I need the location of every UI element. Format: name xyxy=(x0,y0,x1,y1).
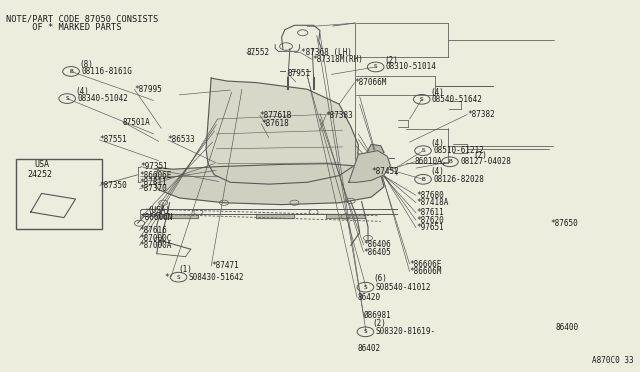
Text: *87382: *87382 xyxy=(467,110,495,119)
Text: 08116-8161G: 08116-8161G xyxy=(81,67,132,76)
Text: 87501A: 87501A xyxy=(123,118,150,126)
Text: (8): (8) xyxy=(79,60,93,69)
Text: *97651: *97651 xyxy=(416,223,444,232)
Text: B: B xyxy=(448,159,452,164)
Polygon shape xyxy=(256,214,294,218)
Text: USA: USA xyxy=(34,160,49,169)
Text: (2): (2) xyxy=(384,56,398,65)
Text: *87680: *87680 xyxy=(416,191,444,200)
Text: 86402: 86402 xyxy=(357,344,380,353)
Text: *86606M: *86606M xyxy=(410,267,442,276)
Text: (4): (4) xyxy=(430,140,444,148)
Text: (1): (1) xyxy=(178,265,192,274)
Text: OF * MARKED PARTS: OF * MARKED PARTS xyxy=(6,23,122,32)
Polygon shape xyxy=(349,151,390,182)
Text: (USA): (USA) xyxy=(147,206,170,215)
Text: *87000A: *87000A xyxy=(140,241,172,250)
Text: *87618: *87618 xyxy=(261,119,289,128)
Polygon shape xyxy=(365,144,384,157)
Text: (2): (2) xyxy=(372,319,387,328)
Text: S08320-81619-: S08320-81619- xyxy=(376,327,436,336)
Text: *87368 (LH): *87368 (LH) xyxy=(301,48,351,57)
Text: S: S xyxy=(364,285,367,290)
Text: *86606N: *86606N xyxy=(141,213,173,222)
Text: *87318M(RH): *87318M(RH) xyxy=(312,55,363,64)
Text: *87471: *87471 xyxy=(211,262,239,270)
Text: *87311: *87311 xyxy=(140,178,167,187)
Text: *86406: *86406 xyxy=(364,240,391,249)
Text: (6): (6) xyxy=(374,275,388,283)
Text: 08127-04028: 08127-04028 xyxy=(460,157,511,166)
Text: (2): (2) xyxy=(474,151,488,160)
Text: *87551: *87551 xyxy=(99,135,127,144)
Text: *87611: *87611 xyxy=(416,208,444,217)
Text: S08430-51642: S08430-51642 xyxy=(189,273,244,282)
Text: 86420: 86420 xyxy=(357,293,380,302)
Polygon shape xyxy=(160,214,198,218)
Text: S: S xyxy=(65,96,69,101)
Text: *87000C: *87000C xyxy=(140,234,172,243)
Text: *87418A: *87418A xyxy=(416,198,449,207)
Bar xyxy=(16,159,102,229)
Polygon shape xyxy=(206,78,358,184)
Text: *86606E: *86606E xyxy=(410,260,442,269)
Text: *87995: *87995 xyxy=(134,85,162,94)
Text: 24252: 24252 xyxy=(28,170,52,179)
Text: 86400: 86400 xyxy=(556,323,579,332)
Text: S: S xyxy=(374,64,378,70)
Text: *97351: *97351 xyxy=(141,162,168,171)
Text: *87616: *87616 xyxy=(140,226,167,235)
Text: *87620: *87620 xyxy=(416,216,444,225)
Text: S: S xyxy=(420,97,424,102)
Text: *87350: *87350 xyxy=(100,181,127,190)
Text: B: B xyxy=(69,69,73,74)
Text: S: S xyxy=(177,275,180,280)
Text: 87951: 87951 xyxy=(288,69,311,78)
Text: (4): (4) xyxy=(76,87,90,96)
Text: A870C0 33: A870C0 33 xyxy=(592,356,634,365)
Text: S: S xyxy=(421,148,425,153)
Text: *87761B: *87761B xyxy=(260,111,292,120)
Text: *87650: *87650 xyxy=(550,219,578,228)
Text: *87066M: *87066M xyxy=(355,78,387,87)
Text: S08540-41012: S08540-41012 xyxy=(376,283,431,292)
Text: 08126-82028: 08126-82028 xyxy=(433,175,484,184)
Text: 08310-51014: 08310-51014 xyxy=(386,62,436,71)
Text: 08540-51642: 08540-51642 xyxy=(432,95,483,104)
Text: *: * xyxy=(164,273,169,282)
Polygon shape xyxy=(154,164,384,205)
Text: (4): (4) xyxy=(430,167,444,176)
Text: (4): (4) xyxy=(430,88,444,97)
Polygon shape xyxy=(326,214,365,218)
Text: *87383: *87383 xyxy=(326,111,353,120)
Text: *86606E: *86606E xyxy=(140,171,172,180)
Text: *87452: *87452 xyxy=(371,167,399,176)
Text: B: B xyxy=(421,177,425,182)
Text: Ø86981: Ø86981 xyxy=(363,311,390,320)
Text: 08340-51042: 08340-51042 xyxy=(77,94,128,103)
Text: S: S xyxy=(364,329,367,334)
Text: NOTE/PART CODE 87050 CONSISTS: NOTE/PART CODE 87050 CONSISTS xyxy=(6,15,159,24)
Text: *87370: *87370 xyxy=(140,185,167,193)
Text: 86010A,: 86010A, xyxy=(415,157,447,166)
Text: 08510-61212: 08510-61212 xyxy=(433,146,484,155)
Text: *86533: *86533 xyxy=(168,135,195,144)
Text: *86405: *86405 xyxy=(364,248,391,257)
Text: 87552: 87552 xyxy=(246,48,269,57)
